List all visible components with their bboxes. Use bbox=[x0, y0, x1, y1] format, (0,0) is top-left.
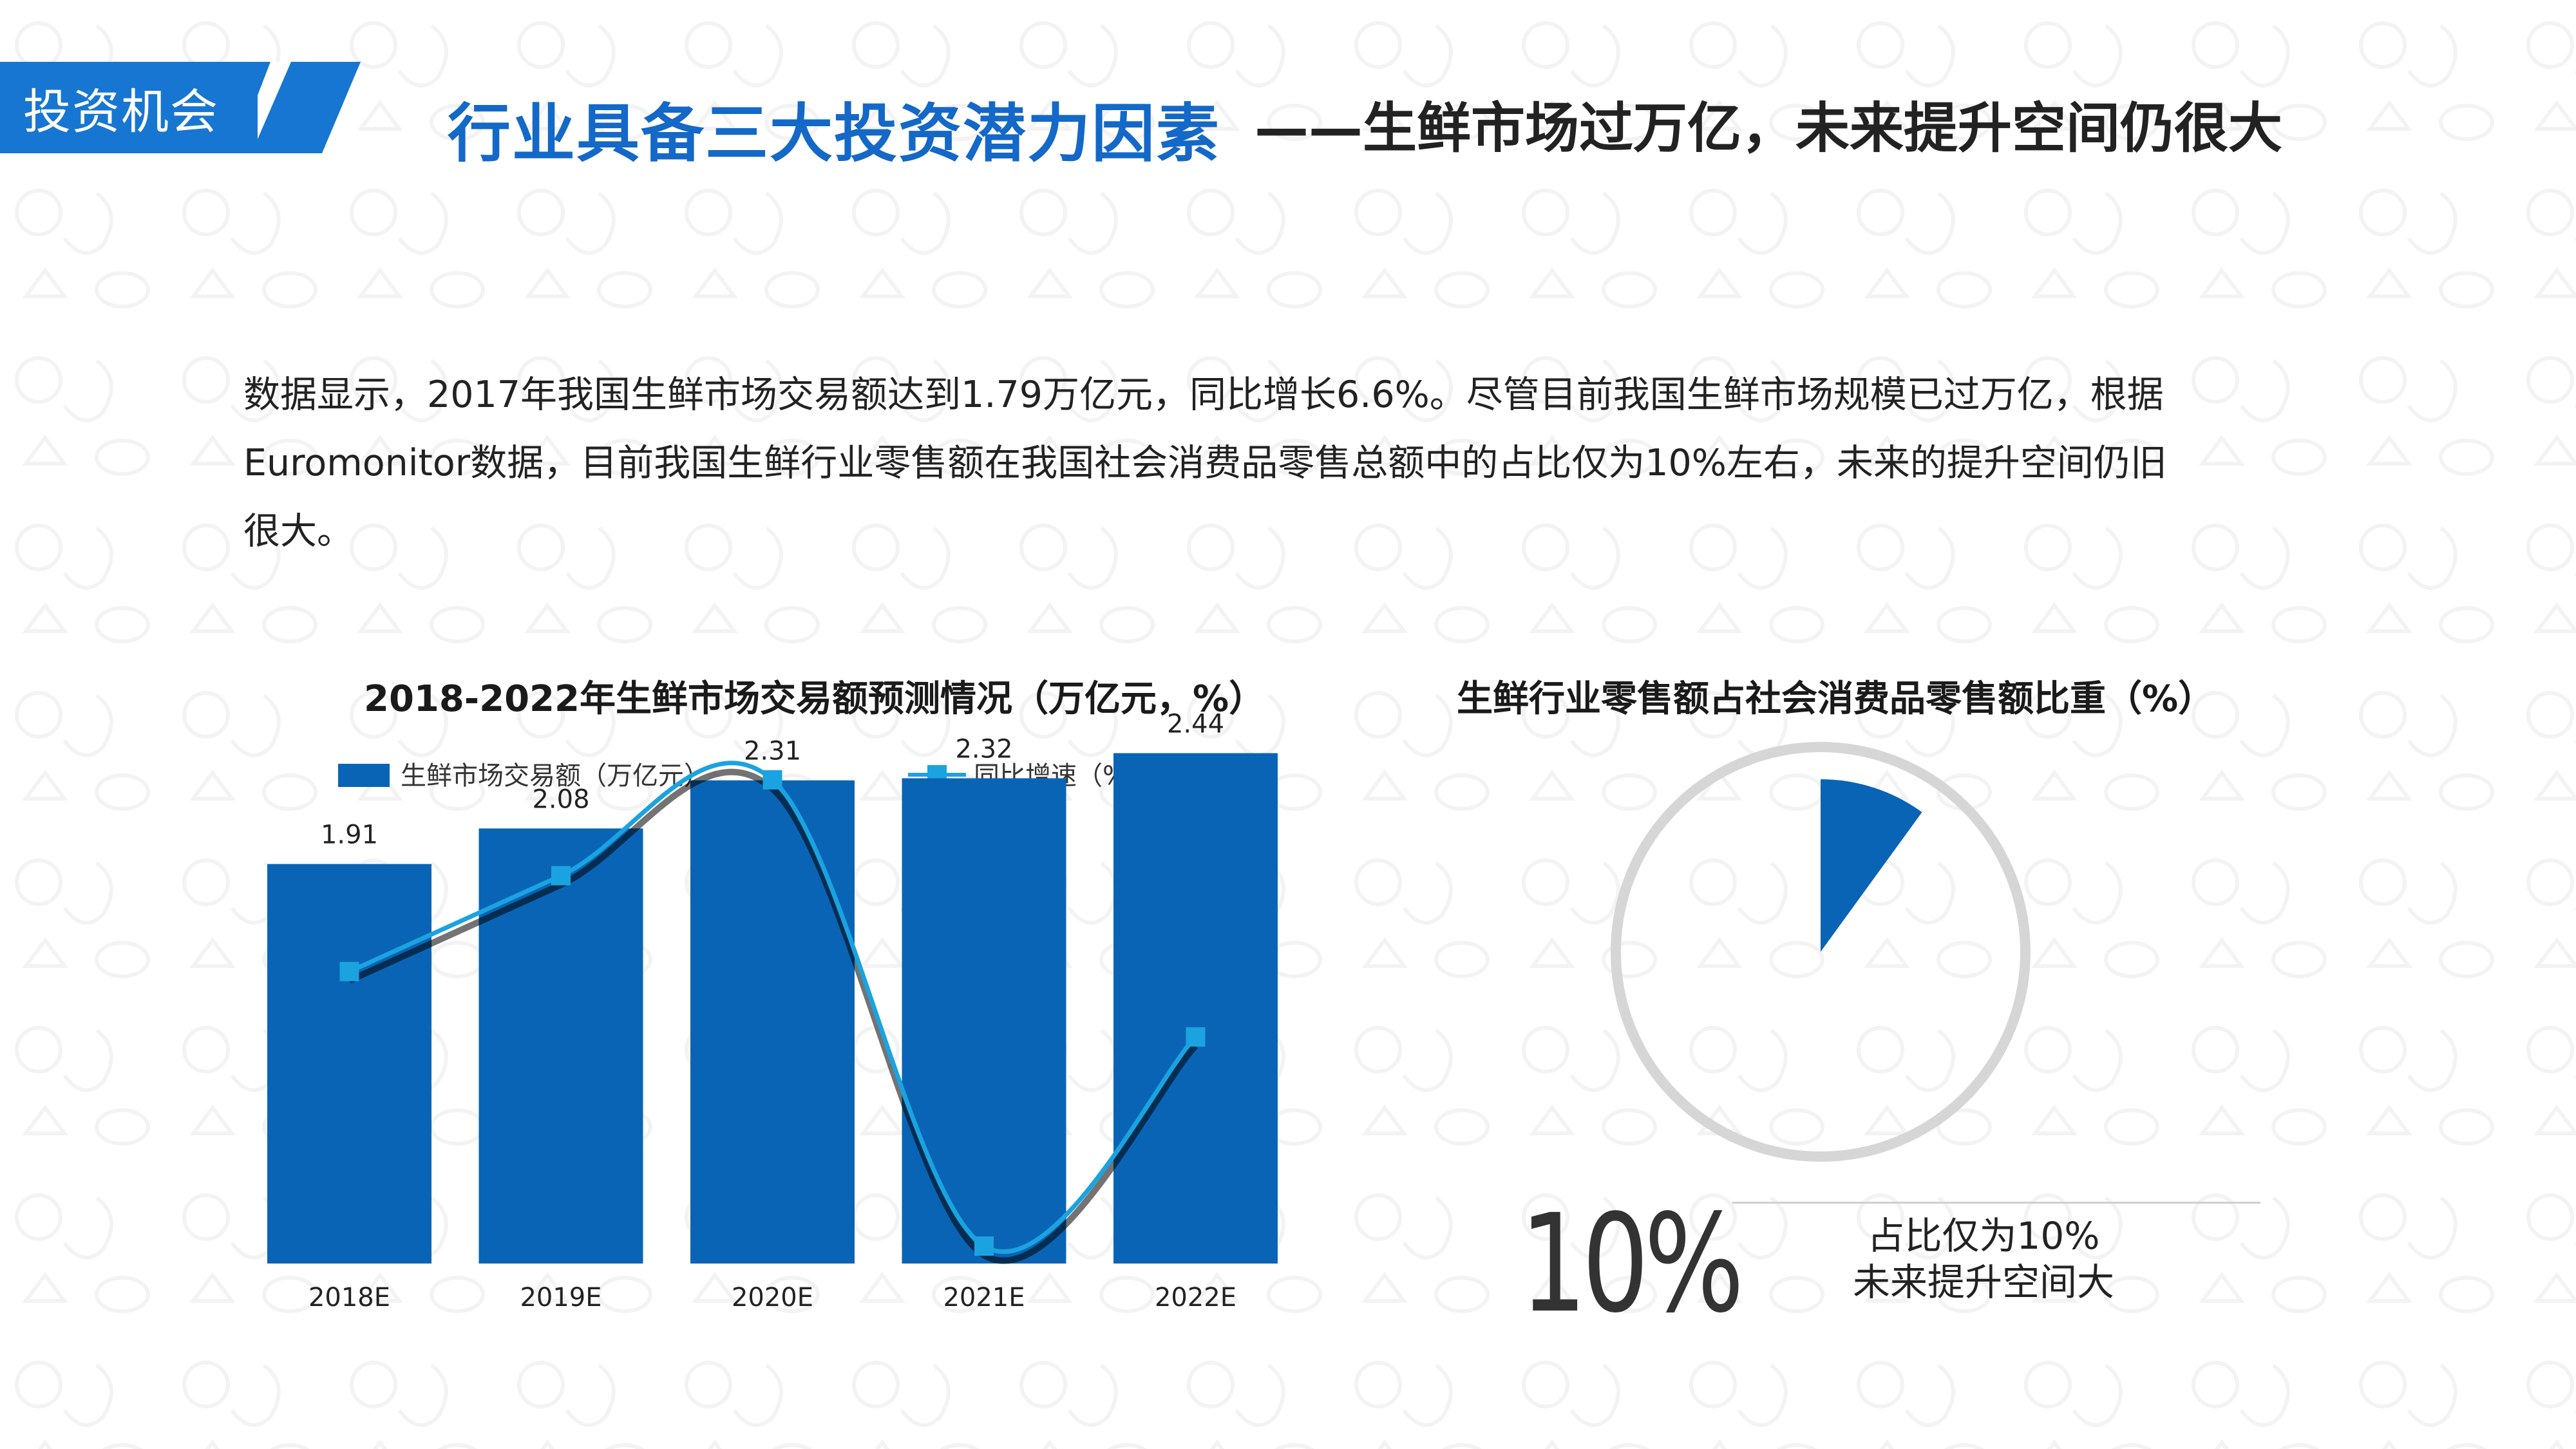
section-tag: 投资机会 bbox=[0, 62, 270, 153]
share-note-line: 占比仅为10% bbox=[1867, 1214, 2100, 1258]
growth-line bbox=[348, 761, 1197, 1254]
description-line: Euromonitor数据，目前我国生鲜行业零售额在我国社会消费品零售总额中的占… bbox=[243, 442, 2167, 484]
bar bbox=[902, 778, 1066, 1264]
bar-value-label: 1.91 bbox=[321, 820, 378, 850]
legend-swatch-bar bbox=[338, 764, 390, 787]
page-subtitle: ——生鲜市场过万亿，未来提升空间仍很大 bbox=[1255, 97, 2283, 160]
bar-value-label: 2.31 bbox=[744, 737, 801, 766]
bar bbox=[1113, 753, 1278, 1264]
description-paragraph: 数据显示，2017年我国生鲜市场交易额达到1.79万亿元，同比增长6.6%。尽管… bbox=[243, 361, 2214, 565]
pie-chart-title: 生鲜行业零售额占社会消费品零售额比重（%） bbox=[1457, 678, 2215, 720]
legend-label-bar: 生鲜市场交易额（万亿元） bbox=[401, 761, 710, 791]
category-label: 2019E bbox=[520, 1283, 601, 1312]
growth-line-shadow bbox=[348, 768, 1198, 1264]
description-line: 很大。 bbox=[243, 510, 354, 553]
growth-point bbox=[762, 770, 782, 790]
growth-point bbox=[1186, 1027, 1206, 1047]
growth-point bbox=[339, 961, 359, 981]
section-tag-label: 投资机会 bbox=[23, 84, 219, 140]
bar bbox=[690, 780, 855, 1264]
category-label: 2022E bbox=[1155, 1283, 1236, 1312]
share-percent: 10% bbox=[1520, 1185, 1744, 1343]
share-note-line: 未来提升空间大 bbox=[1852, 1260, 2114, 1304]
description-line: 数据显示，2017年我国生鲜市场交易额达到1.79万亿元，同比增长6.6%。尽管… bbox=[243, 374, 2164, 416]
category-label: 2018E bbox=[308, 1283, 390, 1312]
bar-value-label: 2.32 bbox=[955, 734, 1012, 764]
growth-point bbox=[551, 866, 571, 886]
bar-chart-title: 2018-2022年生鲜市场交易额预测情况（万亿元，%） bbox=[364, 678, 1265, 720]
bar-value-label: 2.44 bbox=[1167, 709, 1224, 739]
page-title: 行业具备三大投资潜力因素 bbox=[448, 97, 1221, 171]
category-label: 2021E bbox=[943, 1283, 1025, 1312]
pie-slice bbox=[1821, 779, 1922, 952]
growth-point bbox=[974, 1236, 994, 1256]
pie-outer-ring bbox=[1611, 742, 2031, 1162]
bar bbox=[267, 864, 431, 1264]
share-note: 占比仅为10% 未来提升空间大 bbox=[1835, 1213, 2132, 1305]
section-tag-slant bbox=[258, 62, 361, 153]
bar-value-label: 2.08 bbox=[532, 784, 589, 814]
note-divider bbox=[1732, 1202, 2260, 1204]
category-label: 2020E bbox=[732, 1283, 813, 1312]
